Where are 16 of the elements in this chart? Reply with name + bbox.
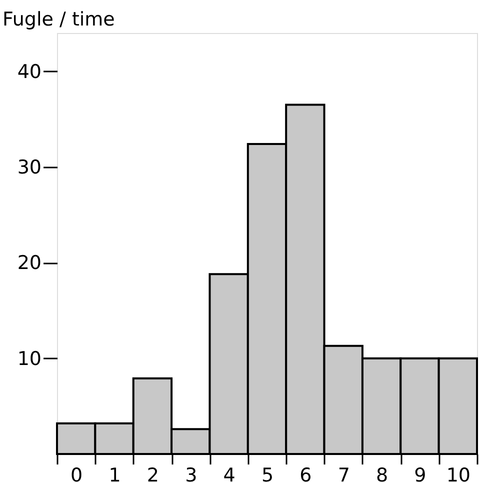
y-tick-label: 20 (17, 252, 42, 274)
y-tick-label: 40 (17, 60, 42, 83)
x-tick-label: 5 (261, 464, 274, 483)
x-tick-label: 7 (338, 464, 350, 483)
x-tick-label: 0 (70, 464, 83, 483)
x-tick-label: 4 (223, 464, 236, 483)
x-tick-label: 8 (376, 464, 388, 483)
x-tick-label: 3 (185, 464, 198, 483)
y-axis-title: Fugle / time (2, 8, 115, 30)
x-tick-label: 9 (414, 464, 426, 483)
x-tick-label: 10 (446, 464, 471, 483)
x-tick-label: 2 (146, 464, 159, 483)
y-tick-label: 30 (17, 156, 42, 178)
x-tick-label: 6 (300, 464, 312, 483)
y-tick-label: 10 (17, 348, 42, 370)
x-tick-label: 1 (108, 464, 121, 483)
